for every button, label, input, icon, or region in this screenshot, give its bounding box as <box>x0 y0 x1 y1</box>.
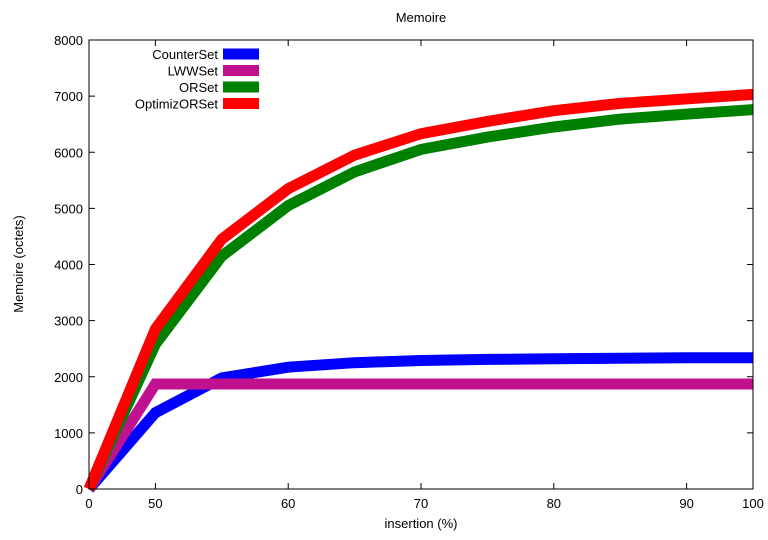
x-tick-label: 50 <box>148 496 162 511</box>
legend-label-counterset: CounterSet <box>152 47 218 62</box>
y-tick-label: 8000 <box>54 33 83 48</box>
y-axis-title: Memoire (octets) <box>11 215 26 313</box>
y-tick-label: 2000 <box>54 370 83 385</box>
series-line-optimizorset <box>83 88 754 492</box>
y-tick-label: 6000 <box>54 145 83 160</box>
x-tick-label: 60 <box>281 496 295 511</box>
series-line-lwwset <box>84 378 753 492</box>
y-tick-label: 0 <box>76 482 83 497</box>
series-line-orset <box>84 104 754 492</box>
legend-label-lwwset: LWWSet <box>168 64 219 79</box>
legend-label-orset: ORSet <box>179 80 218 95</box>
y-tick-label: 1000 <box>54 426 83 441</box>
x-tick-label: 0 <box>85 496 92 511</box>
x-tick-label: 100 <box>742 496 764 511</box>
chart-title: Memoire <box>396 10 447 25</box>
x-tick-label: 80 <box>547 496 561 511</box>
x-tick-label: 90 <box>679 496 693 511</box>
series-lines <box>83 88 754 493</box>
y-tick-label: 5000 <box>54 201 83 216</box>
y-tick-label: 3000 <box>54 314 83 329</box>
y-tick-label: 7000 <box>54 89 83 104</box>
x-tick-label: 70 <box>414 496 428 511</box>
plot-frame <box>88 39 754 490</box>
x-axis-title: insertion (%) <box>385 516 458 531</box>
axis-ticks: 0 1000 2000 3000 4000 5000 6000 7000 8000 0 50 60 70… <box>54 33 764 511</box>
series-line-counterset <box>84 352 753 493</box>
legend-label-optimizorset: OptimizORSet <box>135 97 218 112</box>
y-tick-label: 4000 <box>54 258 83 273</box>
